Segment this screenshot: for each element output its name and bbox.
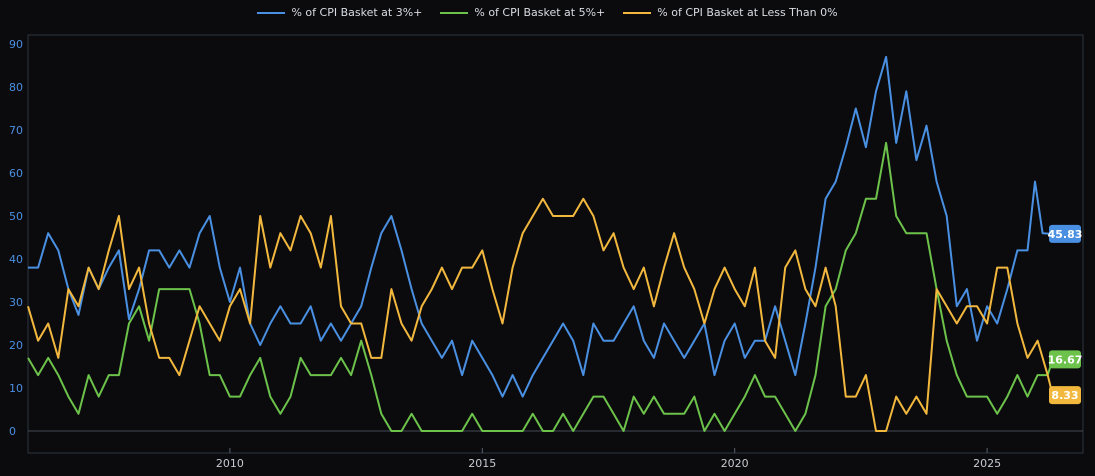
legend-swatch [257, 11, 286, 14]
legend-label: % of CPI Basket at 5%+ [474, 6, 606, 19]
legend-swatch [623, 11, 652, 14]
y-tick-label: 20 [9, 339, 23, 352]
x-tick-label: 2025 [973, 457, 1001, 470]
end-label-badge [1049, 224, 1081, 243]
legend-label: % of CPI Basket at Less Than 0% [657, 6, 838, 19]
x-tick-label: 2015 [468, 457, 496, 470]
end-value-label: 45.83 [1048, 228, 1083, 241]
end-value-labels: 45.83 16.67 8.33 [1048, 224, 1083, 405]
end-value-label: 16.67 [1048, 353, 1083, 366]
y-axis: 0 10 20 30 40 50 60 70 80 90 [9, 38, 23, 438]
plot-frame [27, 34, 1084, 454]
legend: % of CPI Basket at 3%+ % of CPI Basket at… [0, 6, 1095, 19]
legend-label: % of CPI Basket at 3%+ [291, 6, 423, 19]
x-axis: 2010 2015 2020 2025 [216, 448, 1001, 470]
y-tick-label: 90 [9, 38, 23, 51]
series-lines [27, 55, 1054, 432]
series-line-2[interactable] [27, 141, 1054, 432]
y-tick-label: 40 [9, 253, 23, 266]
x-tick-label: 2020 [721, 457, 749, 470]
end-label-badge [1049, 350, 1081, 369]
legend-swatch [440, 11, 469, 14]
series-line-3[interactable] [27, 197, 1054, 432]
legend-item[interactable]: % of CPI Basket at 5%+ [440, 6, 605, 19]
y-tick-label: 0 [9, 425, 16, 438]
legend-item[interactable]: % of CPI Basket at 3%+ [257, 6, 422, 19]
legend-item[interactable]: % of CPI Basket at Less Than 0% [623, 6, 838, 19]
y-tick-label: 50 [9, 210, 23, 223]
series-line-1[interactable] [28, 55, 1053, 398]
y-tick-label: 10 [9, 382, 23, 395]
y-tick-label: 80 [9, 81, 23, 94]
x-tick-label: 2010 [216, 457, 244, 470]
y-tick-label: 60 [9, 167, 23, 180]
end-value-label: 8.33 [1051, 389, 1078, 402]
y-tick-label: 70 [9, 124, 23, 137]
y-tick-label: 30 [9, 296, 23, 309]
end-label-badge [1049, 386, 1081, 405]
